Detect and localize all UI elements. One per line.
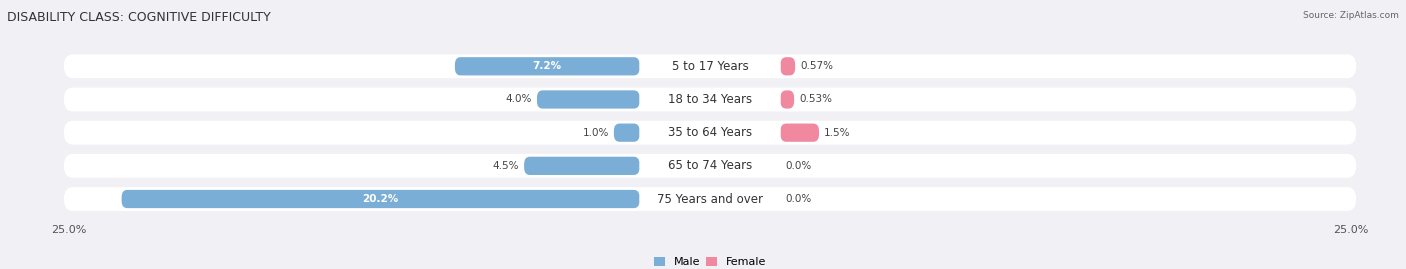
FancyBboxPatch shape — [122, 190, 640, 208]
FancyBboxPatch shape — [640, 189, 780, 210]
Text: 7.2%: 7.2% — [533, 61, 562, 71]
Text: 35 to 64 Years: 35 to 64 Years — [668, 126, 752, 139]
Text: 20.2%: 20.2% — [363, 194, 399, 204]
Text: 65 to 74 Years: 65 to 74 Years — [668, 159, 752, 172]
FancyBboxPatch shape — [63, 87, 1357, 111]
Text: 0.0%: 0.0% — [786, 161, 811, 171]
Text: 0.53%: 0.53% — [799, 94, 832, 104]
Legend: Male, Female: Male, Female — [654, 257, 766, 267]
FancyBboxPatch shape — [63, 121, 1357, 145]
Text: 1.0%: 1.0% — [582, 128, 609, 138]
FancyBboxPatch shape — [524, 157, 640, 175]
FancyBboxPatch shape — [640, 155, 780, 176]
Text: 4.0%: 4.0% — [506, 94, 531, 104]
Text: 18 to 34 Years: 18 to 34 Years — [668, 93, 752, 106]
Text: Source: ZipAtlas.com: Source: ZipAtlas.com — [1303, 11, 1399, 20]
Text: 1.5%: 1.5% — [824, 128, 851, 138]
Text: 4.5%: 4.5% — [492, 161, 519, 171]
Text: DISABILITY CLASS: COGNITIVE DIFFICULTY: DISABILITY CLASS: COGNITIVE DIFFICULTY — [7, 11, 271, 24]
FancyBboxPatch shape — [63, 54, 1357, 78]
FancyBboxPatch shape — [63, 154, 1357, 178]
FancyBboxPatch shape — [780, 90, 794, 109]
Text: 75 Years and over: 75 Years and over — [657, 193, 763, 206]
Text: 0.57%: 0.57% — [800, 61, 834, 71]
FancyBboxPatch shape — [456, 57, 640, 75]
FancyBboxPatch shape — [640, 56, 780, 77]
FancyBboxPatch shape — [63, 187, 1357, 211]
Text: 5 to 17 Years: 5 to 17 Years — [672, 60, 748, 73]
FancyBboxPatch shape — [640, 89, 780, 110]
FancyBboxPatch shape — [537, 90, 640, 109]
FancyBboxPatch shape — [640, 122, 780, 143]
FancyBboxPatch shape — [780, 123, 818, 142]
FancyBboxPatch shape — [780, 57, 796, 75]
FancyBboxPatch shape — [614, 123, 640, 142]
Text: 0.0%: 0.0% — [786, 194, 811, 204]
